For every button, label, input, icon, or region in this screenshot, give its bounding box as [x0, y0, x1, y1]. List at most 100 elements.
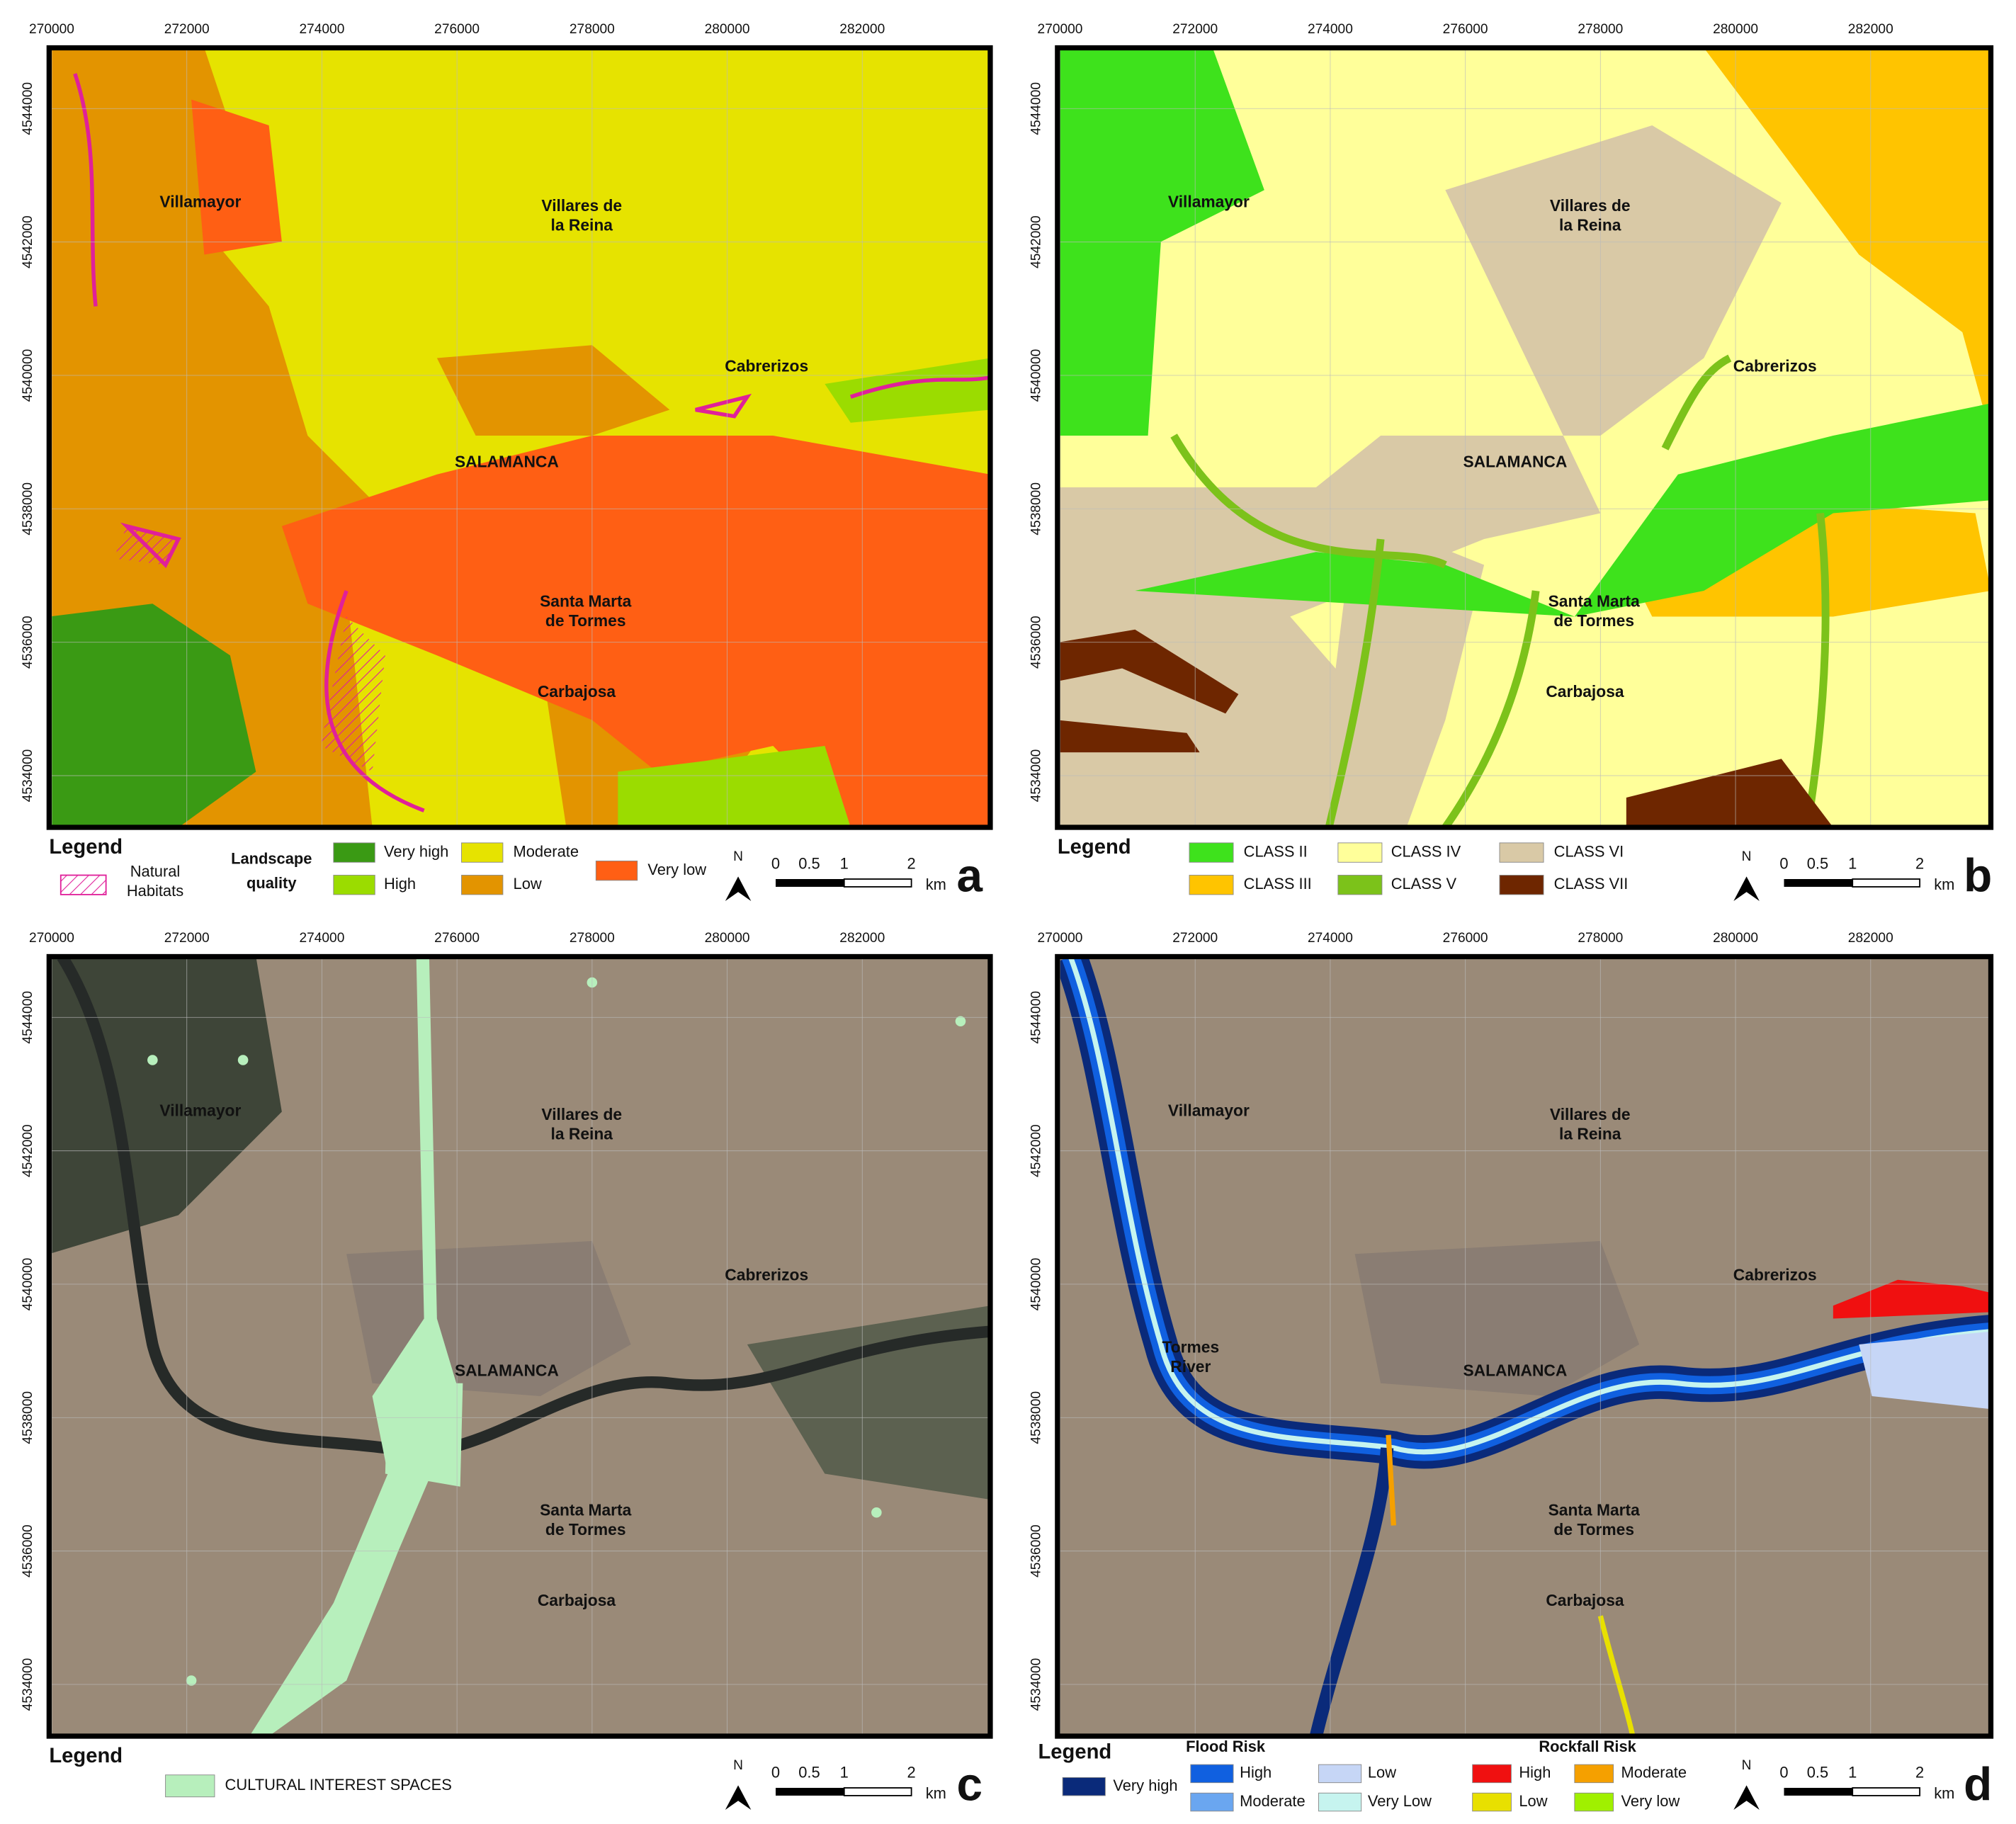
map-panel: 270000 272000 274000 276000 278000 280000 2820… — [21, 931, 993, 1810]
y-tick-label: 4540000 — [1029, 349, 1044, 402]
x-tick-label: 280000 — [1713, 931, 1758, 946]
x-tick-label: 282000 — [1848, 22, 1893, 37]
scale-label: 1 — [1848, 855, 1857, 873]
y-tick-label: 4538000 — [21, 482, 35, 536]
legend-label: Very low — [647, 861, 706, 878]
legend-swatch — [1190, 1764, 1234, 1784]
cultural-site — [871, 1507, 882, 1518]
legend-swatch — [60, 874, 107, 895]
x-tick-label: 270000 — [29, 22, 74, 37]
map-area — [1057, 956, 1991, 1736]
legend-swatch — [461, 842, 504, 863]
river-label: Tormes — [1162, 1338, 1219, 1356]
map-feature — [1309, 1447, 1394, 1736]
y-tick-label: 4544000 — [1029, 82, 1044, 135]
north-arrow — [725, 876, 752, 902]
legend-label: Low — [1368, 1764, 1396, 1781]
map-frame — [46, 45, 993, 830]
x-tick-label: 274000 — [1308, 22, 1353, 37]
place-label: de Tormes — [1553, 611, 1634, 630]
north-label: N — [733, 849, 743, 864]
x-tick-label: 274000 — [299, 931, 344, 946]
map-feature — [191, 99, 282, 255]
map-feature — [281, 436, 990, 828]
x-tick-label: 272000 — [1172, 931, 1218, 946]
x-tick-label: 276000 — [434, 22, 480, 37]
figure-body: 270000 272000 274000 276000 278000 280000 2820… — [21, 22, 1994, 1812]
legend-swatch — [1189, 875, 1234, 895]
x-tick-label: 278000 — [1578, 931, 1623, 946]
x-tick-label: 280000 — [705, 22, 750, 37]
y-tick-label: 4544000 — [1029, 991, 1044, 1044]
map-frame — [1055, 45, 1994, 830]
place-label: Carbajosa — [1546, 682, 1624, 701]
y-tick-label: 4544000 — [21, 82, 35, 135]
scale-bar — [776, 1787, 844, 1796]
y-tick-label: 4542000 — [21, 1124, 35, 1177]
y-tick-label: 4544000 — [21, 991, 35, 1044]
y-tick-label: 4540000 — [21, 349, 35, 402]
map-feature — [49, 604, 256, 828]
scale-label: 2 — [907, 855, 916, 873]
legend-label: CLASS V — [1391, 875, 1457, 893]
legend-label: Low — [1519, 1792, 1547, 1810]
scale-label: 0.5 — [1807, 855, 1828, 873]
river-label: River — [1170, 1357, 1211, 1376]
place-label: Cabrerizos — [1733, 1265, 1817, 1284]
legend-swatch — [1472, 1792, 1512, 1812]
map-feature — [1170, 354, 1830, 828]
place-label: Carbajosa — [538, 1591, 616, 1609]
cultural-site — [186, 1675, 197, 1686]
legend-swatch — [1062, 1777, 1106, 1796]
y-tick-label: 4536000 — [21, 616, 35, 669]
legend-swatch — [333, 875, 375, 895]
map-area — [49, 956, 990, 1736]
legend-swatch — [1499, 875, 1544, 895]
place-label: la Reina — [551, 1124, 613, 1143]
legend-label: High — [1240, 1764, 1272, 1781]
x-tick-label: 280000 — [1713, 22, 1758, 37]
scale-bar — [1784, 1787, 1853, 1796]
place-label: Santa Marta — [540, 1500, 632, 1519]
legend-swatch — [461, 875, 504, 895]
scale-label: 1 — [840, 1764, 849, 1781]
place-label: Carbajosa — [538, 682, 616, 701]
legend-swatch — [1337, 842, 1383, 863]
legend-swatch — [595, 860, 638, 881]
x-tick-label: 270000 — [1038, 22, 1083, 37]
north-label: N — [1742, 1758, 1752, 1773]
scale-label: 2 — [1915, 855, 1924, 873]
legend-label: CLASS VI — [1554, 842, 1624, 860]
legend-heading: Landscape — [231, 849, 312, 867]
place-label: Santa Marta — [1548, 1500, 1641, 1519]
panel-letter: d — [1964, 1758, 1992, 1810]
x-tick-label: 274000 — [1308, 931, 1353, 946]
scale-bar — [776, 879, 844, 887]
place-label: Villamayor — [159, 193, 241, 211]
x-tick-label: 272000 — [164, 931, 210, 946]
legend-label: Habitats — [127, 882, 183, 900]
y-tick-label: 4534000 — [21, 1658, 35, 1711]
legend-label: Natural — [130, 863, 181, 880]
map-panel: 270000 272000 274000 276000 278000 280000 2820… — [1029, 22, 1994, 901]
legend-label: Moderate — [1240, 1792, 1305, 1810]
legend-title: Legend — [1058, 836, 1131, 859]
place-label: Villares de — [1550, 196, 1631, 215]
x-tick-label: 272000 — [164, 22, 210, 37]
x-tick-label: 278000 — [570, 22, 615, 37]
legend-swatch — [1337, 875, 1383, 895]
place-label: la Reina — [551, 215, 613, 234]
legend-swatch — [1574, 1764, 1614, 1784]
place-label: Santa Marta — [1548, 591, 1641, 610]
legend-swatch — [333, 842, 375, 863]
scale-label: 0 — [1779, 1764, 1788, 1781]
north-arrow — [725, 1785, 752, 1810]
cultural-site — [237, 1055, 249, 1065]
legend-swatch — [1190, 1792, 1234, 1812]
map-feature — [618, 746, 851, 827]
map-feature — [113, 526, 385, 772]
y-tick-label: 4534000 — [21, 749, 35, 803]
y-tick-label: 4540000 — [21, 1258, 35, 1311]
place-label: Villares de — [541, 196, 622, 215]
